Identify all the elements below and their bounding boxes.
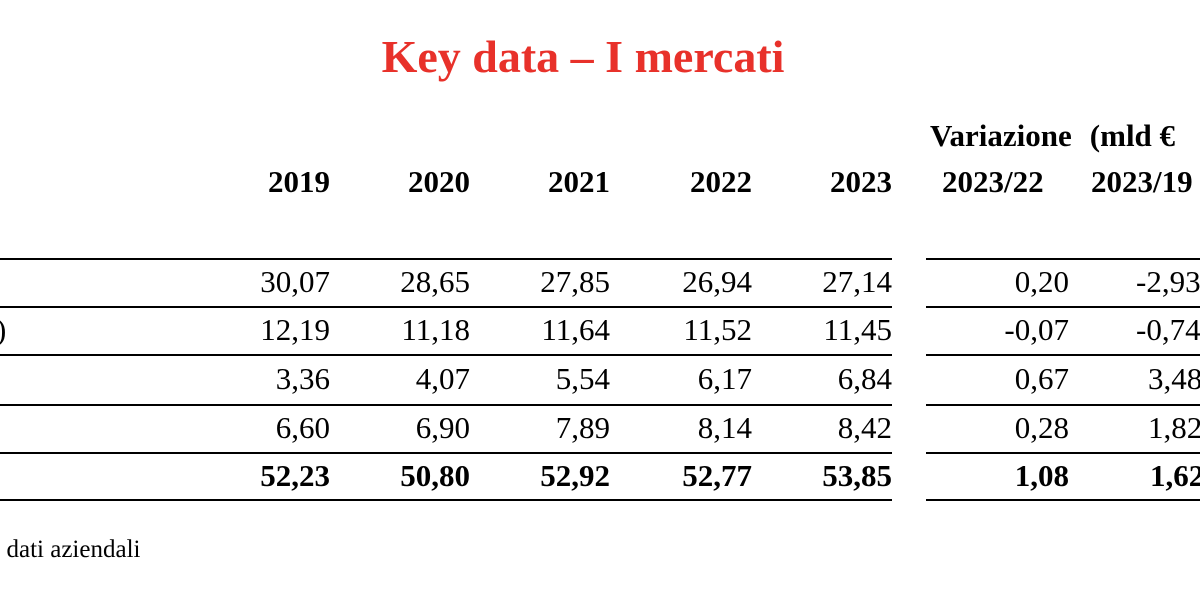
column-header-2022: 2022	[690, 164, 752, 199]
table-cell: 6,17	[697, 361, 752, 396]
table-cell: 30,07	[260, 264, 330, 299]
total-cell: 53,85	[822, 458, 892, 493]
variation-label: Variazione	[930, 118, 1072, 153]
table-rule	[0, 499, 892, 501]
table-cell: 7,89	[555, 410, 610, 445]
total-cell: 52,77	[682, 458, 752, 493]
table-rule	[926, 452, 1200, 454]
table-cell: 3,48	[1148, 361, 1200, 396]
table-cell: 8,42	[837, 410, 892, 445]
column-header-2021: 2021	[548, 164, 610, 199]
table-cell: 0,20	[1014, 264, 1069, 299]
column-header-2019: 2019	[268, 164, 330, 199]
table-cell: 8,14	[697, 410, 752, 445]
table-cell: 11,52	[683, 312, 752, 347]
table-rule	[0, 404, 892, 406]
footnote: . dati aziendali	[0, 536, 140, 564]
table-cell: 6,90	[415, 410, 470, 445]
table-cell: 3,36	[275, 361, 330, 396]
table-rule	[926, 404, 1200, 406]
variation-header: Variazione (mld €	[930, 118, 1175, 154]
table-cell: 11,45	[823, 312, 892, 347]
table-rule	[926, 354, 1200, 356]
table-cell: 0,28	[1014, 410, 1069, 445]
table-cell: -2,93	[1136, 264, 1200, 299]
table-cell: 12,19	[260, 312, 330, 347]
table-rule	[0, 258, 892, 260]
total-cell: 1,62	[1150, 458, 1200, 493]
total-cell: 52,92	[540, 458, 610, 493]
column-header-2020: 2020	[408, 164, 470, 199]
table-cell: 27,14	[822, 264, 892, 299]
column-header-var-2023-22: 2023/22	[942, 164, 1044, 199]
table-cell: 11,18	[401, 312, 470, 347]
table-cell: 6,84	[837, 361, 892, 396]
table-cell: 6,60	[275, 410, 330, 445]
total-cell: 52,23	[260, 458, 330, 493]
table-cell: 5,54	[555, 361, 610, 396]
table-cell: 26,94	[682, 264, 752, 299]
column-header-var-2023-19: 2023/19	[1091, 164, 1193, 199]
row-label: )	[0, 312, 6, 348]
table-rule	[926, 306, 1200, 308]
total-cell: 1,08	[1014, 458, 1069, 493]
table-rule	[0, 452, 892, 454]
table-cell: -0,74	[1136, 312, 1200, 347]
table-cell: 11,64	[541, 312, 610, 347]
total-cell: 50,80	[400, 458, 470, 493]
page-title: Key data – I mercati	[381, 31, 785, 82]
table-cell: 0,67	[1014, 361, 1069, 396]
table-cell: 1,82	[1148, 410, 1200, 445]
table-rule	[0, 306, 892, 308]
variation-unit: (mld €	[1089, 118, 1176, 153]
table-rule	[926, 258, 1200, 260]
table-cell: 27,85	[540, 264, 610, 299]
footnote-text: dati aziendali	[6, 536, 141, 563]
table-cell: -0,07	[1004, 312, 1069, 347]
table-rule	[926, 499, 1200, 501]
column-header-2023: 2023	[830, 164, 892, 199]
table-cell: 4,07	[415, 361, 470, 396]
table-rule	[0, 354, 892, 356]
table-cell: 28,65	[400, 264, 470, 299]
